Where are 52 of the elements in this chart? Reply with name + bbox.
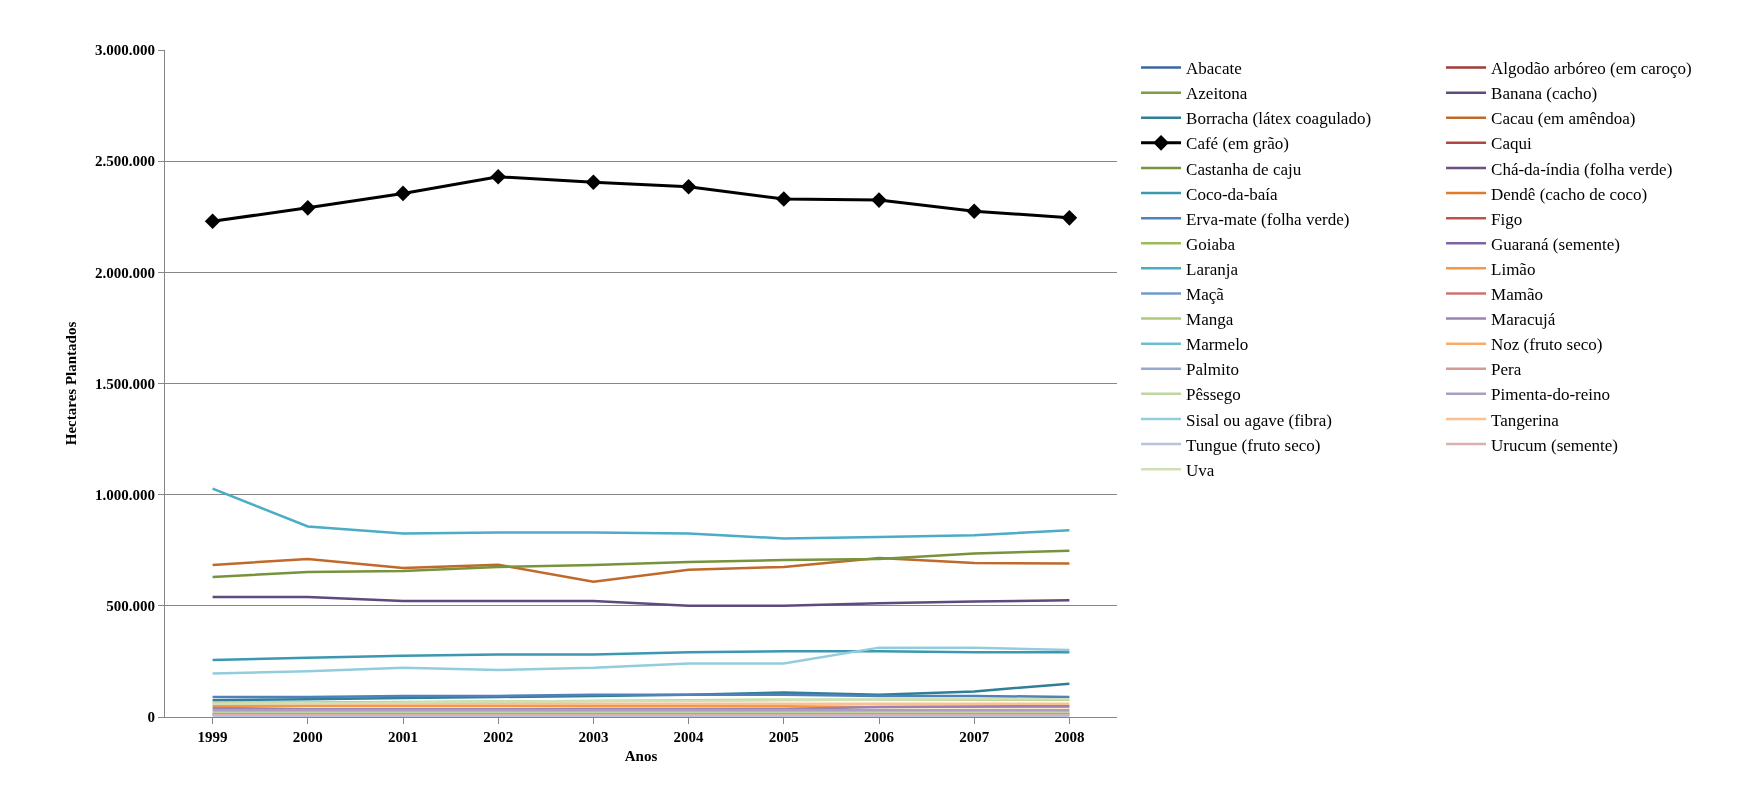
- legend-label: Cacau (em amêndoa): [1491, 109, 1636, 129]
- legend-label: Pera: [1491, 360, 1522, 380]
- y-tick-label: 1.000.000: [95, 486, 155, 503]
- x-tick-label: 1999: [197, 729, 228, 745]
- x-tick-label: 2001: [388, 729, 418, 745]
- x-tick-label: 2002: [483, 729, 514, 745]
- legend-label: Laranja: [1186, 259, 1239, 279]
- legend-label: Erva-mate (folha verde): [1186, 209, 1350, 229]
- legend-label: Uva: [1186, 460, 1215, 480]
- x-tick-label: 2008: [1054, 729, 1085, 745]
- legend-label: Urucum (semente): [1491, 435, 1619, 455]
- x-tick-label: 2004: [673, 729, 705, 745]
- y-tick-label: 2.500.000: [95, 153, 155, 170]
- x-tick-label: 2003: [578, 729, 609, 745]
- legend-label: Borracha (látex coagulado): [1186, 109, 1372, 129]
- legend-label: Caqui: [1491, 134, 1532, 154]
- legend-label: Café (em grão): [1186, 134, 1289, 154]
- legend-label: Sisal ou agave (fibra): [1186, 410, 1332, 430]
- x-tick-label: 2007: [959, 729, 990, 745]
- x-tick-label: 2005: [768, 729, 799, 745]
- legend-label: Maçã: [1186, 285, 1225, 305]
- y-tick-label: 3.000.000: [95, 42, 155, 59]
- legend-label: Castanha de caju: [1186, 159, 1302, 179]
- legend-label: Mamão: [1491, 285, 1543, 305]
- legend-label: Goiaba: [1186, 234, 1236, 254]
- x-tick-label: 2000: [292, 729, 323, 745]
- legend-label: Limão: [1491, 259, 1536, 279]
- legend-label: Abacate: [1186, 59, 1242, 79]
- legend-label: Algodão arbóreo (em caroço): [1491, 59, 1692, 79]
- legend-label: Tungue (fruto seco): [1186, 435, 1321, 455]
- legend-label: Azeitona: [1186, 84, 1248, 104]
- y-tick-label: 2.000.000: [95, 264, 155, 281]
- legend-label: Dendê (cacho de coco): [1491, 184, 1648, 204]
- y-tick-label: 1.500.000: [95, 375, 155, 392]
- x-tick-label: 2006: [864, 729, 895, 745]
- legend-label: Chá-da-índia (folha verde): [1491, 159, 1673, 179]
- legend-label: Coco-da-baía: [1186, 184, 1279, 204]
- legend-label: Manga: [1186, 310, 1234, 330]
- y-tick-label: 0: [147, 709, 155, 726]
- legend-label: Tangerina: [1491, 410, 1560, 430]
- legend-label: Pimenta-do-reino: [1491, 385, 1611, 405]
- y-axis-title: Hectares Plantados: [63, 321, 80, 446]
- legend-label: Maracujá: [1491, 310, 1556, 330]
- y-tick-label: 500.000: [106, 598, 155, 615]
- legend-label: Guaraná (semente): [1491, 234, 1620, 254]
- x-axis-title: Anos: [624, 748, 658, 764]
- legend-label: Banana (cacho): [1491, 84, 1598, 104]
- legend-label: Marmelo: [1186, 335, 1249, 355]
- legend-label: Noz (fruto seco): [1491, 335, 1603, 355]
- legend-label: Palmito: [1186, 360, 1239, 380]
- legend-label: Pêssego: [1186, 385, 1241, 405]
- legend-label: Figo: [1491, 209, 1523, 229]
